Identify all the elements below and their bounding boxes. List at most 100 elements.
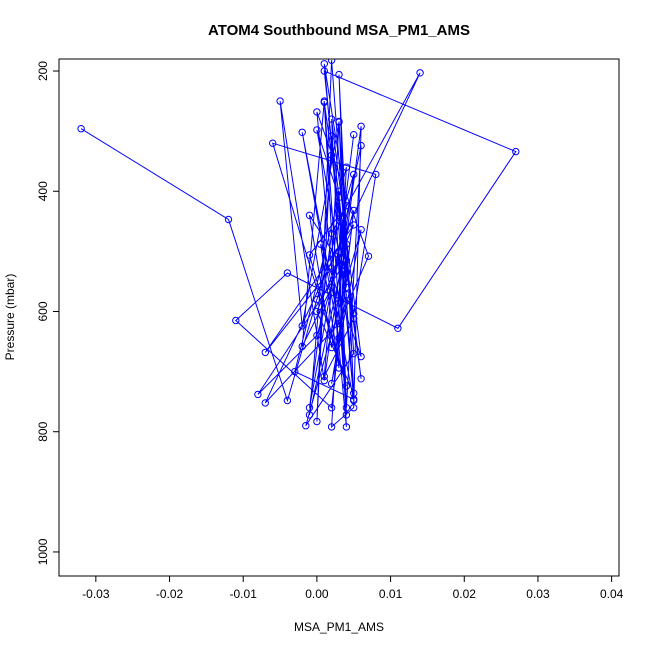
data-point (261, 399, 269, 407)
data-point (335, 247, 343, 256)
data-point (320, 97, 328, 105)
data-point (342, 240, 351, 248)
data-point (313, 108, 321, 116)
data-point (305, 251, 314, 259)
data-point (335, 117, 343, 126)
data-point (350, 315, 358, 323)
data-point (305, 211, 314, 220)
data-point (350, 170, 358, 179)
data-point (313, 417, 321, 426)
data-point (335, 211, 343, 220)
data-point (224, 215, 233, 224)
data-point (269, 139, 277, 147)
data-point (357, 141, 365, 150)
data-point (298, 128, 306, 137)
data-point (350, 389, 358, 397)
data-point (335, 70, 343, 79)
data-point (327, 379, 336, 388)
y-tick-label: 400 (36, 181, 50, 201)
data-point (342, 411, 351, 419)
data-point (335, 364, 343, 372)
data-point (335, 319, 343, 328)
y-axis-label: Pressure (mbar) (3, 274, 17, 361)
data-point (298, 342, 306, 351)
data-point (298, 322, 306, 330)
x-tick-label: -0.02 (156, 587, 184, 601)
data-point (276, 97, 284, 105)
x-tick-label: 0.04 (600, 587, 624, 601)
data-point (372, 170, 380, 179)
data-point (350, 349, 358, 358)
data-point (342, 202, 351, 210)
data-point (342, 269, 351, 277)
data-point (320, 376, 328, 385)
x-axis-label: MSA_PM1_AMS (294, 620, 384, 634)
data-point (327, 151, 336, 159)
data-point (327, 115, 336, 123)
data-point (335, 299, 343, 307)
data-point (327, 343, 336, 352)
y-tick-label: 200 (36, 61, 50, 81)
data-point (342, 163, 351, 171)
data-point (342, 283, 351, 292)
data-point (350, 404, 358, 412)
series-line (80, 60, 517, 429)
data-point (335, 334, 343, 342)
x-tick-label: 0.02 (453, 587, 477, 601)
data-point (342, 423, 351, 431)
data-point (342, 291, 351, 299)
data-point (327, 264, 336, 272)
data-point (313, 307, 321, 316)
x-tick-label: 0.03 (526, 587, 550, 601)
data-point (327, 404, 336, 412)
data-point (364, 252, 373, 260)
data-point (342, 382, 351, 390)
data-point (394, 324, 402, 332)
data-point (357, 122, 365, 131)
data-layer (77, 59, 520, 431)
data-point (335, 187, 343, 196)
data-point (313, 126, 321, 134)
y-axis: 200 400 600 800 1000 (36, 61, 59, 565)
data-point (342, 404, 351, 412)
data-point (305, 404, 314, 412)
data-point (327, 283, 336, 292)
data-point (350, 206, 358, 215)
data-point (291, 367, 299, 376)
data-point (350, 310, 358, 318)
data-point (302, 422, 310, 430)
data-point (305, 411, 314, 419)
data-point (313, 331, 321, 340)
y-tick-label: 800 (36, 421, 50, 441)
data-point (320, 372, 328, 381)
y-tick-label: 600 (36, 301, 50, 321)
data-point (327, 229, 336, 238)
data-point (327, 59, 336, 64)
data-point (416, 69, 424, 77)
data-point (357, 352, 365, 361)
data-point (327, 132, 336, 140)
x-tick-label: 0.00 (305, 587, 329, 601)
data-point (357, 226, 365, 234)
y-tick-label: 1000 (36, 538, 50, 565)
data-point (350, 131, 358, 139)
data-point (77, 125, 85, 133)
data-point (342, 256, 351, 265)
data-point (512, 147, 520, 156)
data-point (320, 60, 328, 68)
data-point (357, 375, 365, 383)
x-tick-label: -0.03 (82, 587, 110, 601)
data-point (261, 348, 269, 357)
data-point (232, 316, 240, 325)
data-point (350, 221, 358, 229)
x-axis: -0.03 -0.02 -0.01 0.00 0.01 0.02 0.03 0.04 (82, 576, 624, 601)
data-point (283, 269, 292, 277)
data-point (316, 240, 325, 248)
data-point (313, 295, 321, 304)
plot-frame (58, 58, 620, 577)
chart-title: ATOM4 Southbound MSA_PM1_AMS (208, 22, 470, 39)
data-point (254, 390, 262, 399)
data-point (283, 396, 292, 405)
data-point (327, 423, 336, 431)
